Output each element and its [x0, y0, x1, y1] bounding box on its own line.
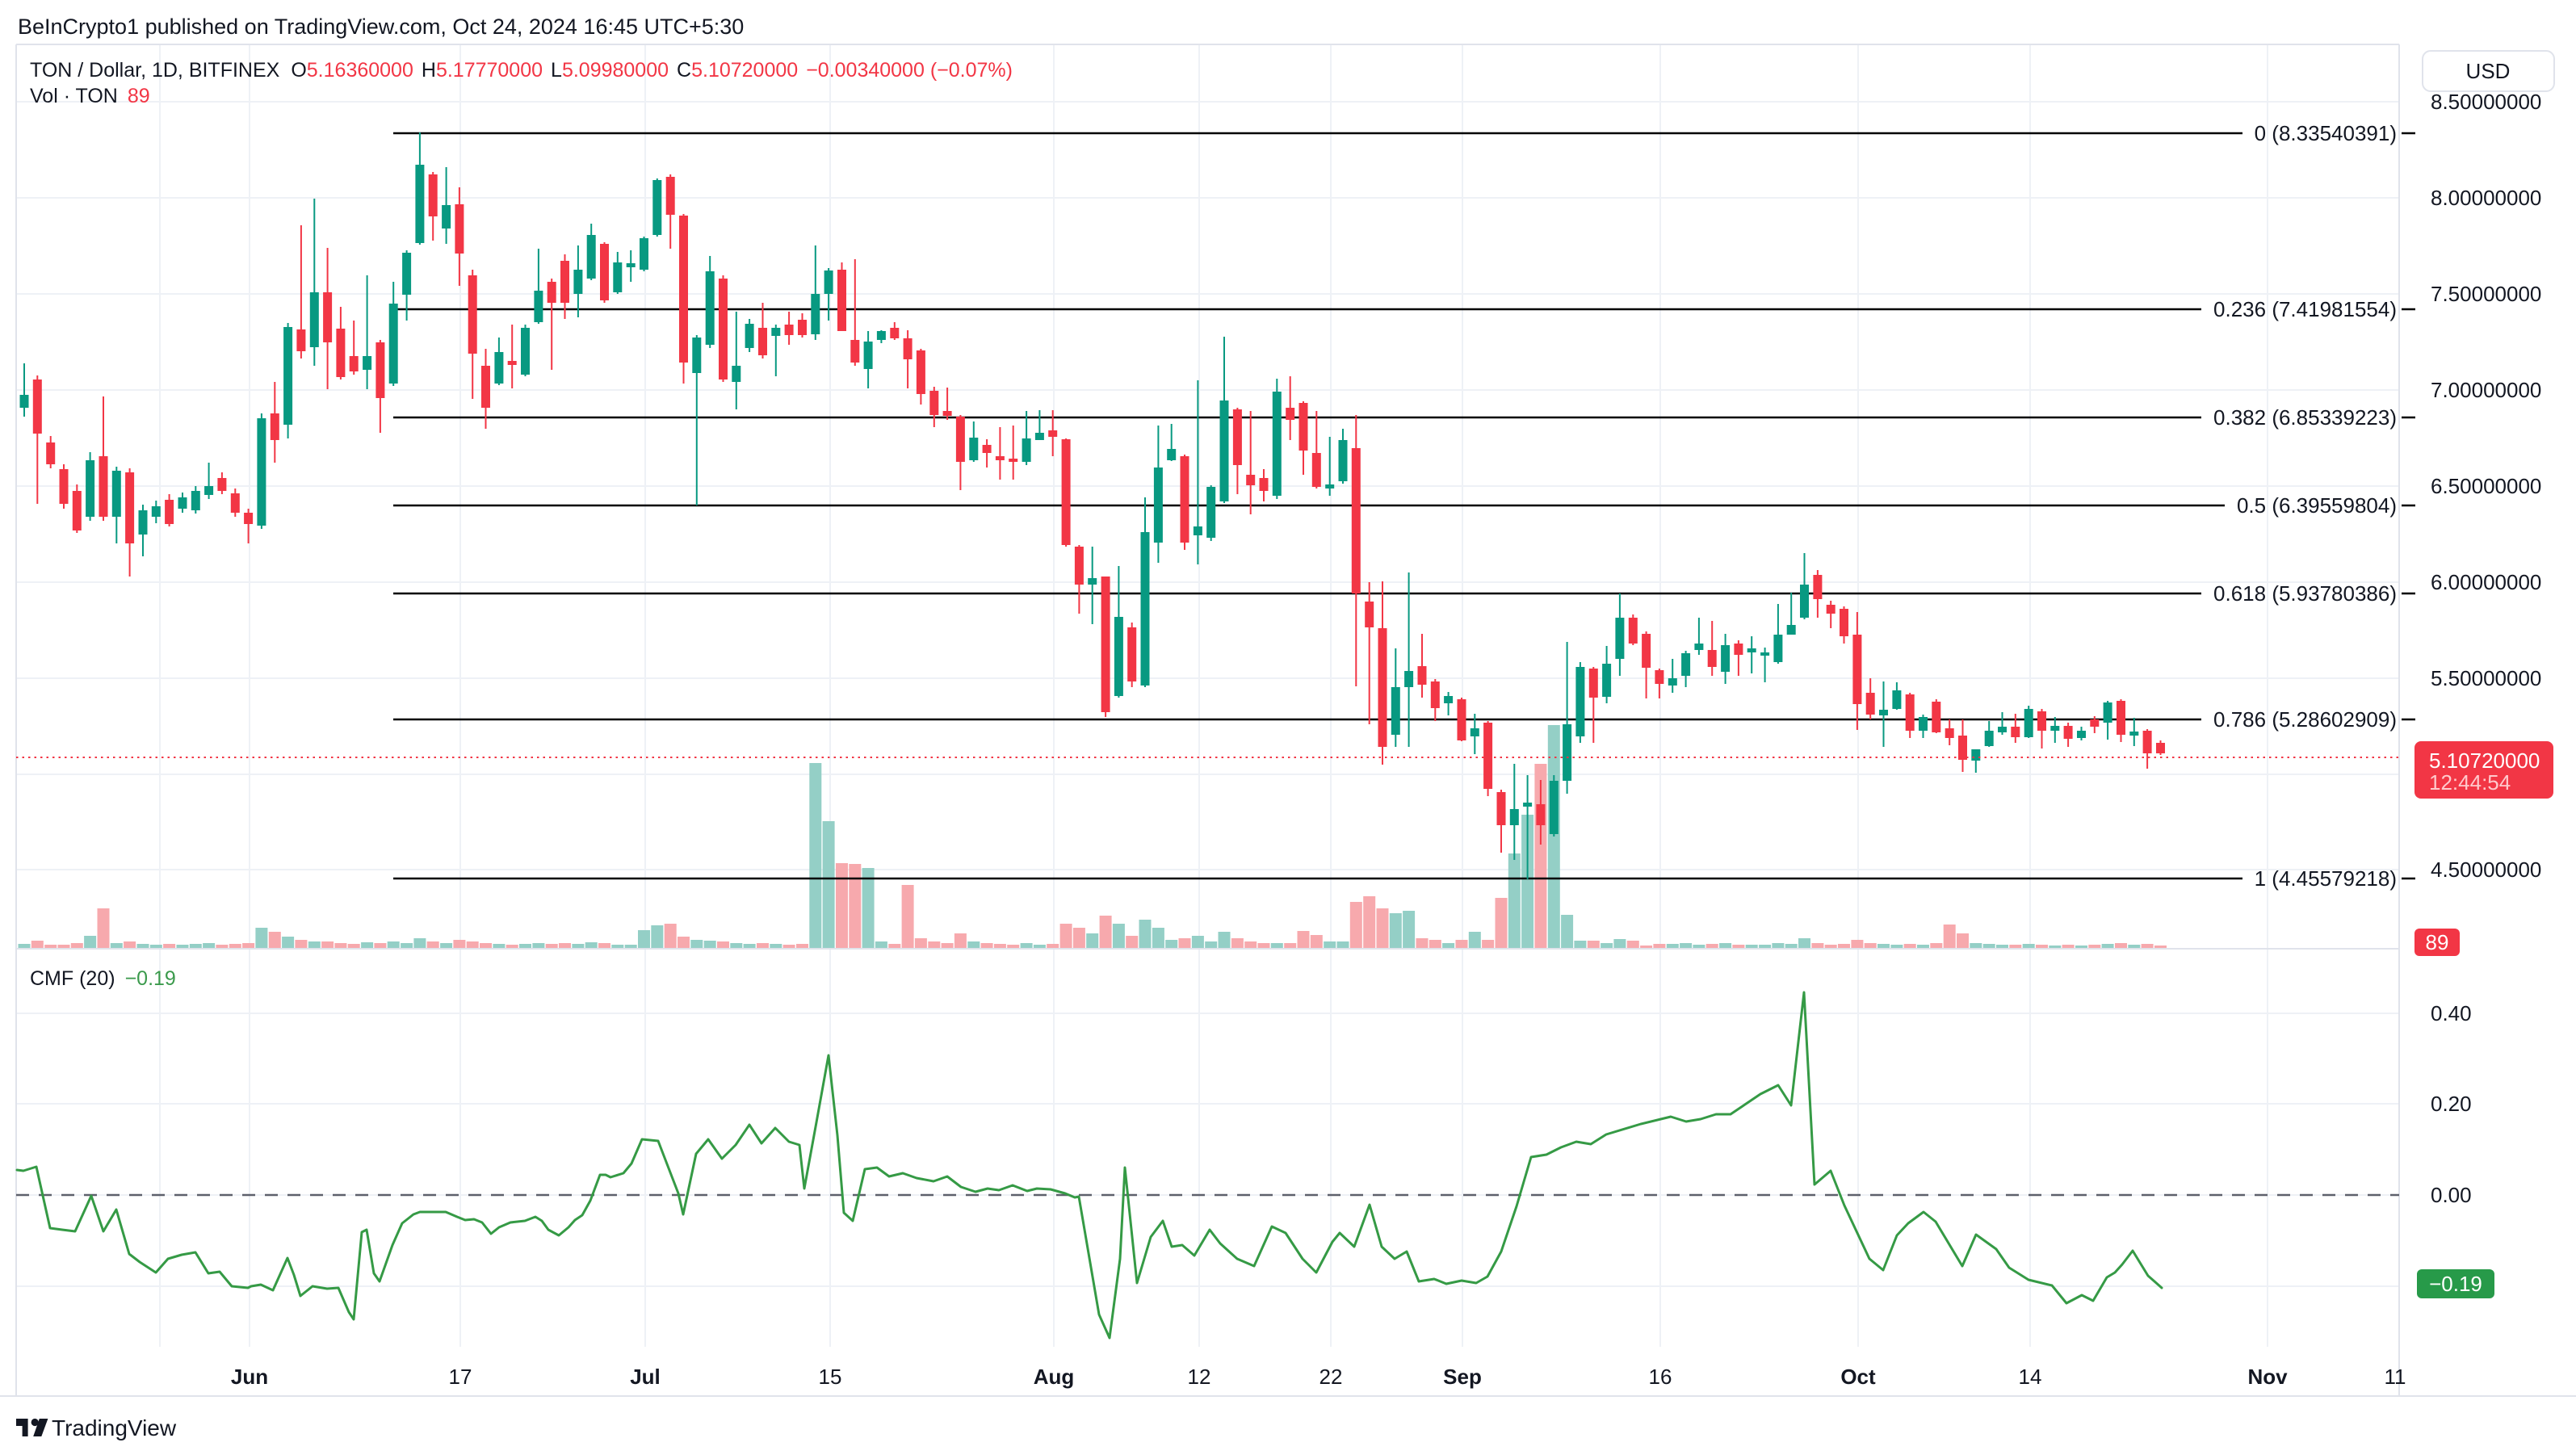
svg-text:8.50000000: 8.50000000 — [2431, 90, 2541, 114]
svg-text:12:44:54: 12:44:54 — [2429, 770, 2511, 795]
svg-text:15: 15 — [819, 1365, 842, 1389]
svg-text:Oct: Oct — [1840, 1365, 1876, 1389]
svg-text:1 (4.45579218): 1 (4.45579218) — [2255, 866, 2397, 891]
svg-text:4.50000000: 4.50000000 — [2431, 857, 2541, 882]
svg-text:Jul: Jul — [630, 1365, 661, 1389]
svg-text:0.382 (6.85339223): 0.382 (6.85339223) — [2213, 405, 2397, 430]
svg-text:11: 11 — [2385, 1365, 2406, 1389]
svg-text:USD: USD — [2466, 59, 2511, 83]
svg-text:BeInCrypto1 published on Tradi: BeInCrypto1 published on TradingView.com… — [18, 15, 744, 39]
svg-text:5.50000000: 5.50000000 — [2431, 666, 2541, 690]
svg-text:16: 16 — [1649, 1365, 1672, 1389]
svg-text:0.40: 0.40 — [2431, 1001, 2472, 1025]
svg-text:7.00000000: 7.00000000 — [2431, 378, 2541, 402]
svg-text:0.00: 0.00 — [2431, 1183, 2472, 1207]
svg-text:0.5 (6.39559804): 0.5 (6.39559804) — [2237, 493, 2397, 518]
svg-text:6.00000000: 6.00000000 — [2431, 570, 2541, 594]
svg-text:12: 12 — [1188, 1365, 1211, 1389]
svg-text:0.618 (5.93780386): 0.618 (5.93780386) — [2213, 581, 2397, 606]
svg-text:0.786 (5.28602909): 0.786 (5.28602909) — [2213, 707, 2397, 732]
svg-text:Nov: Nov — [2247, 1365, 2288, 1389]
svg-text:0.20: 0.20 — [2431, 1092, 2472, 1116]
svg-text:17: 17 — [449, 1365, 472, 1389]
svg-text:−0.19: −0.19 — [2429, 1272, 2482, 1296]
svg-text:7.50000000: 7.50000000 — [2431, 282, 2541, 306]
svg-text:Aug: Aug — [1034, 1365, 1075, 1389]
svg-text:89: 89 — [2426, 930, 2449, 954]
svg-text:5.10720000: 5.10720000 — [2429, 748, 2540, 773]
svg-text:0 (8.33540391): 0 (8.33540391) — [2255, 121, 2397, 145]
svg-text:14: 14 — [2019, 1365, 2042, 1389]
svg-text:22: 22 — [1319, 1365, 1343, 1389]
svg-text:8.00000000: 8.00000000 — [2431, 186, 2541, 210]
svg-text:6.50000000: 6.50000000 — [2431, 474, 2541, 498]
svg-text:Sep: Sep — [1443, 1365, 1482, 1389]
svg-text:Jun: Jun — [231, 1365, 268, 1389]
svg-text:0.236 (7.41981554): 0.236 (7.41981554) — [2213, 297, 2397, 321]
svg-text:TradingView: TradingView — [52, 1415, 177, 1440]
svg-text:CMF (20)−0.19: CMF (20) −0.19 — [30, 967, 176, 990]
